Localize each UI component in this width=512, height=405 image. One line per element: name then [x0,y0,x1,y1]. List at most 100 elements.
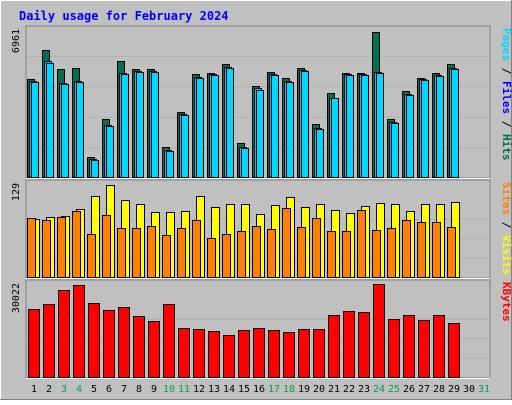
bar-pages-day-13 [211,75,219,178]
bar-sites-day-28 [432,222,441,278]
x-tick-label-day-12: 12 [193,384,205,395]
bar-pages-day-12 [196,78,204,178]
bar-kbytes-day-16 [253,328,265,378]
x-tick-label-day-13: 13 [208,384,220,395]
bar-pages-day-6 [106,126,114,178]
x-tick-label-day-7: 7 [121,384,127,395]
x-tick-label-day-26: 26 [403,384,415,395]
bar-sites-day-26 [402,220,411,278]
y-max-label-top: 6961 [11,29,22,53]
x-tick-label-day-18: 18 [283,384,295,395]
bar-kbytes-day-9 [148,321,160,378]
x-tick-label-day-20: 20 [313,384,325,395]
bar-kbytes-day-19 [298,329,310,378]
x-tick-label-day-1: 1 [31,384,37,395]
bar-sites-day-1 [27,218,36,278]
bar-sites-day-24 [372,230,381,278]
panel-bottom: 30022 KBytes [11,279,512,379]
bar-pages-day-25 [391,123,399,178]
x-tick-label-day-21: 21 [328,384,340,395]
bar-sites-day-9 [147,226,156,278]
x-tick-label-day-29: 29 [448,384,460,395]
bar-sites-day-29 [447,227,456,278]
bar-sites-day-13 [207,238,216,278]
legend-item-visits: Visits [500,235,512,275]
bar-kbytes-day-26 [403,315,415,378]
bar-kbytes-day-20 [313,329,325,378]
bar-kbytes-day-5 [88,303,100,378]
bar-pages-day-7 [121,74,129,178]
bar-kbytes-day-1 [28,309,40,378]
legend-separator: / [500,114,512,134]
bar-kbytes-day-8 [133,316,145,378]
chart-panels: 6961 Pages / Files / Hits 129 Sites / Visit… [11,25,512,379]
bar-kbytes-day-21 [328,315,340,378]
bar-sites-day-14 [222,234,231,278]
bar-kbytes-day-4 [73,285,85,378]
bar-kbytes-day-3 [58,290,70,378]
legend-separator: / [500,215,512,235]
legend-middle: Sites / Visits [500,182,512,275]
x-tick-label-day-28: 28 [433,384,445,395]
x-tick-label-day-30: 30 [463,384,475,395]
x-axis-day-labels: 1 2 3 4 5 6 7 8 9 10 11 12 13 14 15 16 17 18 19 20 21 22 23 24 2… [31,384,490,395]
bar-sites-day-25 [387,228,396,278]
y-max-label-bottom: 30022 [11,283,22,313]
bar-pages-day-29 [451,69,459,178]
bar-sites-day-23 [357,210,366,278]
bar-kbytes-day-2 [43,304,55,378]
bar-kbytes-day-6 [103,310,115,378]
x-tick-label-day-14: 14 [223,384,235,395]
legend-item-kbytes: KBytes [500,282,512,322]
bar-pages-day-10 [166,151,174,178]
bar-pages-day-9 [151,72,159,178]
bar-pages-day-18 [286,82,294,178]
bar-sites-day-27 [417,222,426,278]
bar-pages-day-14 [226,68,234,178]
bar-kbytes-day-12 [193,329,205,378]
bar-pages-day-17 [271,75,279,178]
x-tick-label-day-11: 11 [178,384,190,395]
bar-pages-day-2 [46,63,54,178]
bar-sites-day-6 [102,215,111,278]
x-tick-label-day-15: 15 [238,384,250,395]
panel-middle: 129 Sites / Visits [11,179,512,279]
bar-kbytes-day-11 [178,328,190,378]
x-tick-label-day-6: 6 [106,384,112,395]
bar-kbytes-day-28 [433,315,445,378]
x-tick-label-day-2: 2 [46,384,52,395]
x-tick-label-day-31: 31 [478,384,490,395]
bar-sites-day-11 [177,228,186,278]
x-tick-label-day-3: 3 [61,384,67,395]
bar-pages-day-20 [316,129,324,178]
bar-kbytes-day-15 [238,330,250,378]
bar-kbytes-day-29 [448,323,460,378]
bar-pages-day-3 [61,84,69,178]
chart-title: Daily usage for February 2024 [19,9,229,23]
bar-sites-day-19 [297,227,306,278]
bar-sites-day-10 [162,235,171,278]
bar-pages-day-4 [76,82,84,178]
x-tick-label-day-25: 25 [388,384,400,395]
bar-pages-day-1 [31,82,39,178]
bar-pages-day-19 [301,71,309,178]
x-tick-label-day-16: 16 [253,384,265,395]
x-tick-label-day-24: 24 [373,384,385,395]
bar-sites-day-8 [132,228,141,278]
bar-sites-day-3 [57,217,66,278]
x-tick-label-day-22: 22 [343,384,355,395]
bar-sites-day-18 [282,208,291,278]
bar-pages-day-15 [241,148,249,178]
legend-item-hits: Hits [500,134,512,161]
legend-separator: / [500,61,512,81]
bar-pages-day-27 [421,80,429,178]
legend-item-files: Files [500,81,512,114]
bar-sites-day-15 [237,231,246,278]
bar-pages-day-26 [406,95,414,178]
bar-pages-day-5 [91,160,99,178]
bar-sites-day-4 [72,211,81,278]
bar-sites-day-20 [312,218,321,278]
bar-sites-day-16 [252,226,261,278]
x-tick-label-day-4: 4 [76,384,82,395]
legend-item-sites: Sites [500,182,512,215]
